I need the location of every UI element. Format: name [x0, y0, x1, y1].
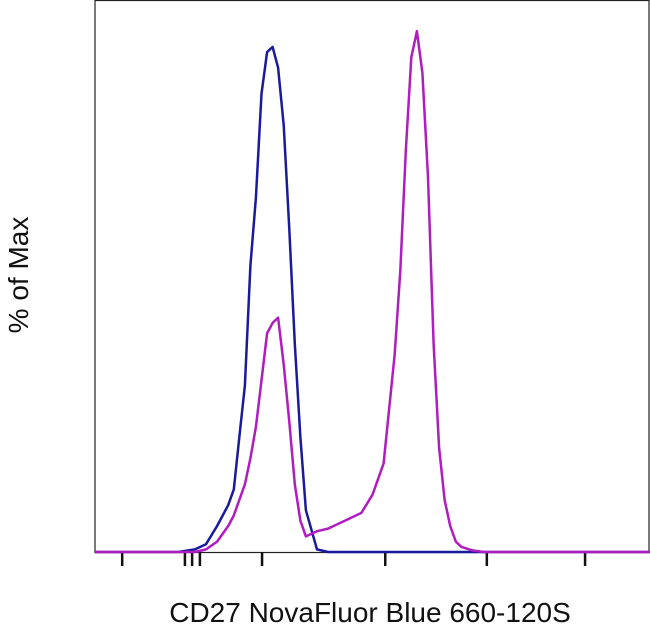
- y-axis-label: % of Max: [3, 217, 34, 334]
- histogram-line: [95, 29, 650, 554]
- histogram-line: [95, 45, 650, 554]
- plot-frame: [94, 0, 650, 554]
- x-axis-label: CD27 NovaFluor Blue 660-120S: [169, 597, 571, 628]
